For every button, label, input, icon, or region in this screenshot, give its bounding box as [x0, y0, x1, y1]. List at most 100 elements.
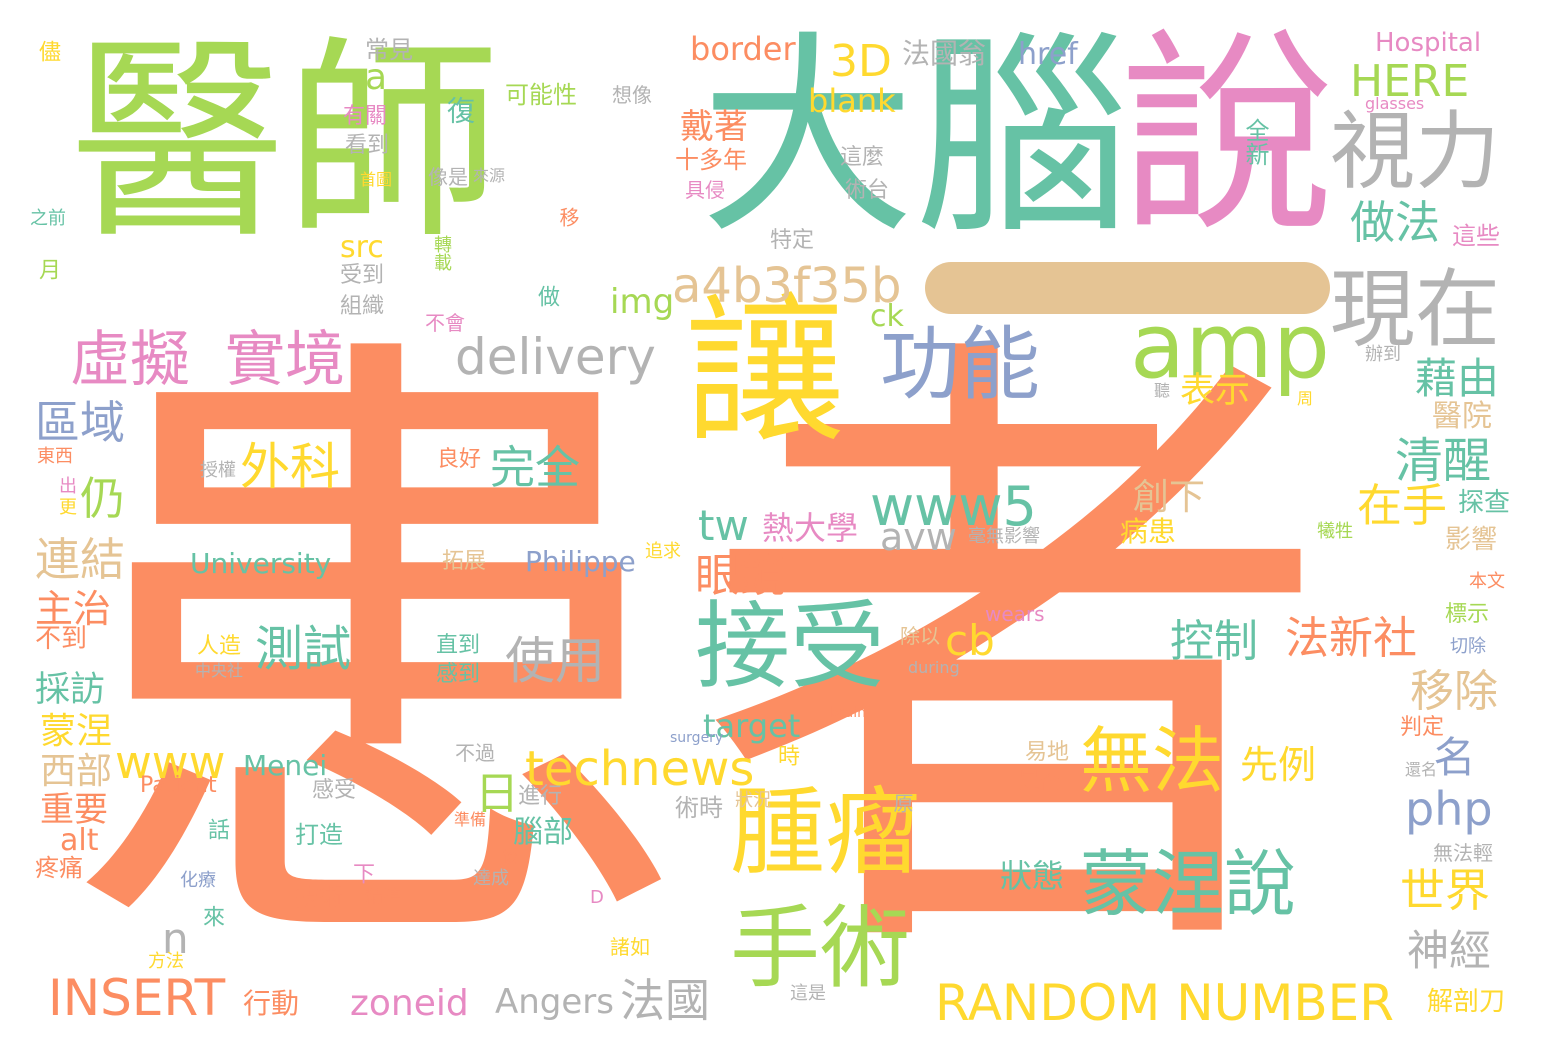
word-3: 說	[1120, 10, 1335, 261]
word-54: 疼痛	[35, 854, 83, 882]
word-44: 仍	[80, 472, 126, 525]
word-131: 中央社	[195, 661, 244, 680]
word-22: HERE	[1350, 56, 1470, 107]
word-151: 話	[204, 818, 229, 840]
word-112: 做	[534, 285, 559, 307]
word-162: 這是	[790, 983, 826, 1004]
word-8: amp	[1130, 294, 1330, 399]
word-99: 之前	[30, 208, 66, 229]
word-39: tw	[698, 501, 749, 550]
word-27: 這些	[1452, 222, 1500, 250]
word-7: 現在	[1330, 261, 1501, 360]
word-16: 實境	[225, 325, 345, 395]
word-46: 連結	[35, 533, 126, 586]
word-149: 原	[890, 793, 914, 813]
word-136: brain	[830, 705, 866, 721]
word-62: 世界	[1400, 864, 1491, 917]
word-63: 解剖刀	[1427, 987, 1506, 1017]
word-13: 蒙涅說	[1080, 842, 1297, 926]
word-101: 首圖	[360, 170, 393, 189]
word-34: 創下	[1133, 477, 1206, 518]
word-106: 這麼	[840, 145, 885, 170]
word-148: 準備	[454, 810, 487, 829]
word-104: 具侵	[685, 178, 725, 202]
word-125: 犧牲	[1317, 521, 1353, 542]
word-43: 外科	[240, 438, 340, 496]
word-4: 讓	[685, 278, 846, 465]
word-53: alt	[60, 823, 99, 858]
word-15: 虛擬	[70, 325, 190, 395]
word-14: 無法	[1080, 719, 1225, 803]
word-161: 方法	[148, 951, 184, 972]
word-163: 無法輕	[1433, 841, 1493, 865]
word-114: 辦到	[1365, 344, 1401, 365]
word-142: 不過	[455, 741, 495, 765]
word-98: 儘	[35, 40, 60, 62]
word-121: 良好	[437, 447, 482, 472]
word-105: 移	[556, 207, 580, 227]
word-95: 有關	[343, 104, 388, 129]
word-135: during	[908, 658, 960, 677]
word-35: 病患	[1120, 515, 1177, 548]
word-108: 特定	[770, 228, 815, 253]
word-10: 接受	[695, 592, 886, 702]
word-0: 患者	[55, 287, 1335, 1032]
word-11: 腫瘤	[730, 778, 921, 888]
word-79: University	[190, 547, 332, 580]
word-127: wears	[985, 602, 1045, 626]
word-64: php	[1405, 782, 1493, 836]
word-118: 出	[56, 476, 77, 494]
word-56: 行動	[243, 987, 300, 1020]
word-65: 名	[1427, 735, 1476, 777]
word-29: 醫院	[1432, 399, 1492, 434]
word-91: href	[1018, 37, 1078, 72]
word-68: technews	[525, 741, 755, 797]
word-89: 十多年	[675, 146, 747, 174]
word-115: 聽	[1151, 382, 1170, 398]
word-88: 戴著	[680, 107, 748, 147]
word-111: 轉載	[431, 235, 452, 271]
word-24: glasses	[1365, 94, 1425, 113]
word-90: 法國翁	[902, 37, 987, 70]
word-134: 除以	[900, 624, 940, 648]
word-17: delivery	[455, 328, 656, 386]
word-140: 易地	[1025, 740, 1070, 765]
word-55: INSERT	[48, 969, 226, 1027]
word-138: 判定	[1400, 715, 1445, 740]
word-157: 下	[349, 862, 374, 884]
word-23: Hospital	[1375, 28, 1482, 58]
word-9: 功能	[880, 318, 1040, 411]
word-73: 使用	[505, 632, 605, 690]
word-48: 不到	[35, 624, 88, 654]
word-133: 感到	[436, 662, 481, 687]
word-97: 復	[443, 96, 476, 124]
word-45: 區域	[35, 396, 126, 449]
word-141: 是否	[1018, 769, 1063, 794]
word-83: n	[162, 914, 189, 963]
word-87: ck	[870, 299, 904, 334]
word-60: RANDOM NUMBER	[935, 974, 1394, 1032]
word-21: border	[690, 30, 796, 68]
word-28: 藉由	[1415, 354, 1500, 403]
word-59: 法國	[620, 974, 711, 1027]
word-160: 諸如	[610, 935, 650, 959]
word-41: 眼鏡	[695, 549, 786, 602]
word-107: 術台	[845, 178, 890, 203]
word-143: 時	[774, 744, 799, 766]
word-19: 3D	[830, 36, 892, 87]
word-86: img	[610, 282, 675, 322]
word-76: 法新社	[1285, 613, 1417, 664]
word-6: 視力	[1330, 103, 1501, 202]
word-20: blank	[808, 82, 896, 120]
word-103: 來源	[473, 166, 506, 185]
word-129: 切除	[1450, 636, 1486, 657]
word-26: 做法	[1350, 196, 1441, 249]
word-51: 西部	[40, 751, 113, 792]
word-109: 受到	[340, 263, 385, 288]
word-117: 東西	[37, 446, 73, 467]
word-69: www	[115, 736, 226, 789]
word-18: a4b3f35b	[672, 258, 902, 314]
word-31: 在手	[1357, 479, 1448, 532]
word-119: 更	[56, 497, 77, 515]
